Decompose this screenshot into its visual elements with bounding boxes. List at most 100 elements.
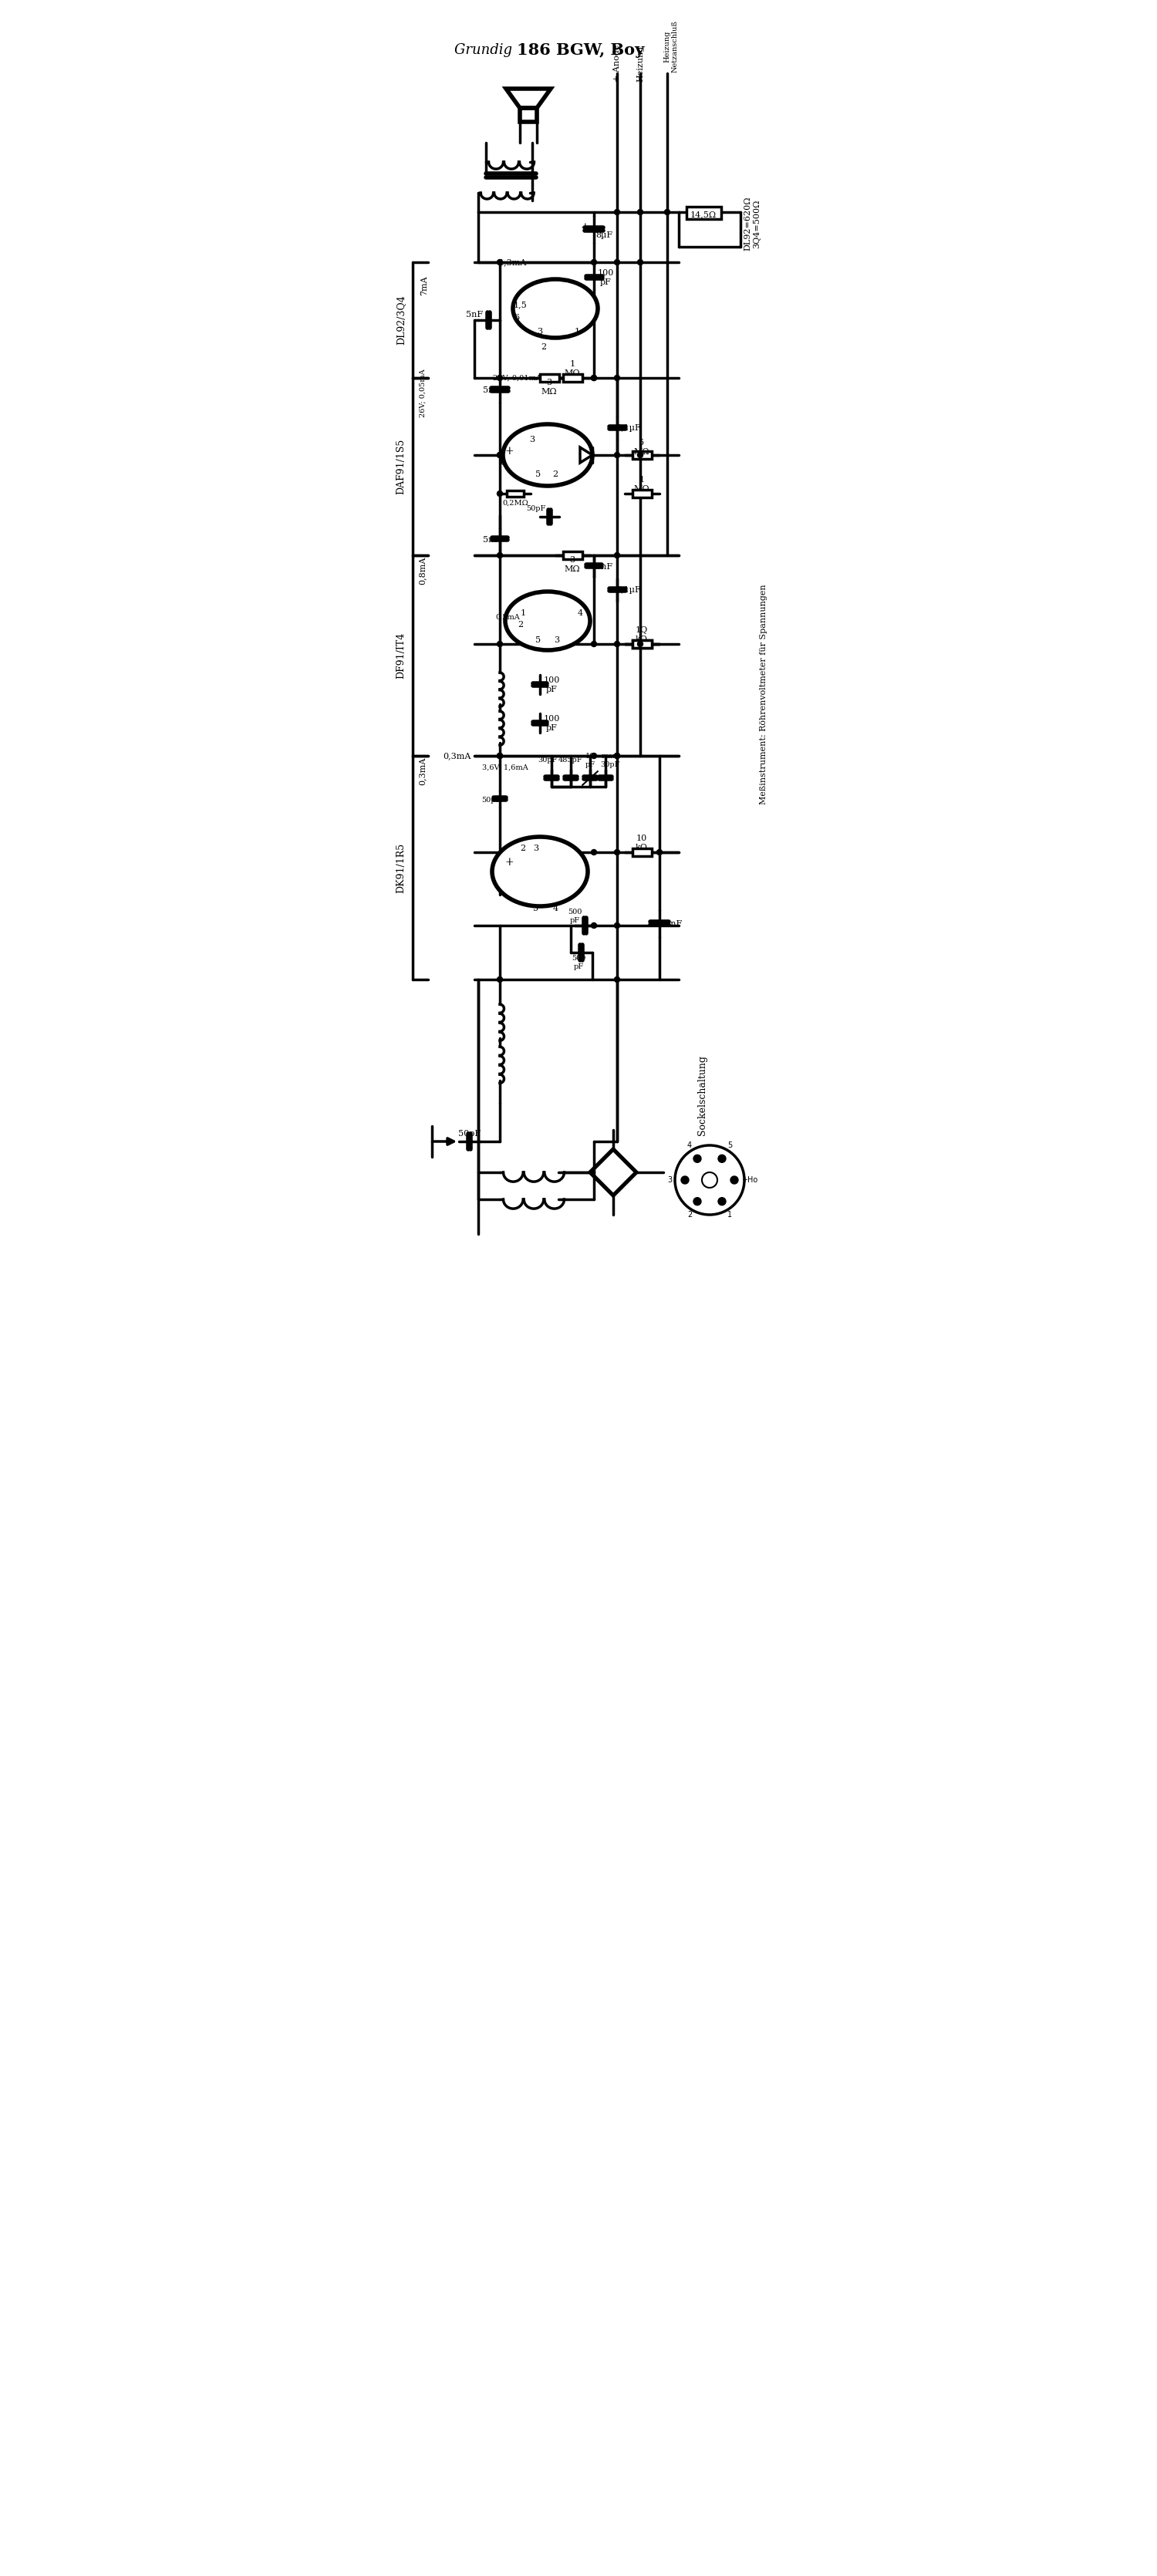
Text: 5: 5 — [536, 636, 541, 644]
Text: 7mA: 7mA — [420, 276, 428, 296]
Text: DL92/3Q4: DL92/3Q4 — [396, 296, 406, 345]
Bar — [633, 641, 651, 647]
Circle shape — [693, 1154, 701, 1162]
Circle shape — [614, 554, 620, 559]
Text: 0,5mA: 0,5mA — [495, 613, 519, 621]
Bar — [519, 108, 537, 121]
Text: max.
30pF: max. 30pF — [600, 752, 620, 768]
Circle shape — [591, 922, 597, 927]
Text: 8µF: 8µF — [596, 232, 612, 240]
Circle shape — [498, 752, 502, 757]
Circle shape — [638, 453, 643, 459]
Text: 2: 2 — [687, 1211, 692, 1218]
Text: 0,8mA: 0,8mA — [418, 556, 426, 585]
Circle shape — [718, 1154, 725, 1162]
Text: 5nF: 5nF — [596, 564, 612, 572]
Text: +: + — [504, 858, 514, 868]
Circle shape — [614, 922, 620, 927]
Text: DL92=620Ω
3Q4=500Ω: DL92=620Ω 3Q4=500Ω — [744, 196, 760, 250]
Circle shape — [498, 453, 502, 459]
Text: 1: 1 — [521, 611, 525, 618]
Bar — [563, 551, 582, 559]
Text: 1,5: 1,5 — [514, 301, 528, 309]
Text: 0,3mA: 0,3mA — [418, 757, 426, 786]
Circle shape — [693, 1198, 701, 1206]
Circle shape — [614, 641, 620, 647]
Text: 186 BGW, Boy: 186 BGW, Boy — [517, 41, 644, 57]
Text: 0,3mA: 0,3mA — [443, 752, 471, 760]
Circle shape — [664, 209, 670, 214]
Text: 5nF: 5nF — [466, 312, 482, 319]
Text: Heizung: Heizung — [636, 44, 644, 82]
Text: 5
MΩ: 5 MΩ — [634, 438, 650, 456]
Circle shape — [614, 976, 620, 981]
Bar — [633, 489, 651, 497]
Text: 3
MΩ: 3 MΩ — [565, 556, 581, 572]
Circle shape — [591, 376, 597, 381]
Text: 0,1µF: 0,1µF — [616, 425, 641, 433]
Circle shape — [614, 453, 620, 459]
Circle shape — [498, 752, 502, 757]
Text: DF91/IT4: DF91/IT4 — [396, 631, 406, 680]
Text: 0,2MΩ: 0,2MΩ — [502, 500, 529, 507]
Text: 100
pF: 100 pF — [597, 270, 613, 286]
Text: 0,1µF: 0,1µF — [616, 587, 641, 595]
Text: 10
kΩ: 10 kΩ — [635, 835, 648, 850]
Circle shape — [591, 260, 597, 265]
Circle shape — [614, 209, 620, 214]
Text: 3
MΩ: 3 MΩ — [541, 379, 558, 397]
Text: 50pF: 50pF — [481, 796, 501, 804]
Text: 5nF: 5nF — [482, 386, 500, 394]
Text: 5: 5 — [533, 904, 539, 912]
Text: 1
MΩ: 1 MΩ — [634, 477, 650, 492]
Text: 4: 4 — [687, 1141, 692, 1149]
Text: 26V; 0,05mA: 26V; 0,05mA — [419, 368, 426, 417]
Circle shape — [638, 641, 643, 647]
Bar — [633, 641, 651, 647]
Text: 3: 3 — [554, 636, 560, 644]
Circle shape — [614, 376, 620, 381]
Text: 3,6V; 1,6mA: 3,6V; 1,6mA — [482, 765, 529, 770]
Text: 1: 1 — [574, 327, 580, 335]
Circle shape — [638, 209, 643, 214]
Circle shape — [498, 976, 502, 981]
Text: 6: 6 — [500, 459, 506, 466]
Circle shape — [498, 554, 502, 559]
Text: 30pF: 30pF — [538, 757, 558, 765]
Ellipse shape — [503, 425, 592, 487]
Text: Sockelschaltung: Sockelschaltung — [697, 1056, 707, 1136]
Text: 6: 6 — [514, 314, 519, 322]
Text: 5: 5 — [536, 471, 541, 479]
Text: 4: 4 — [553, 904, 558, 912]
Circle shape — [498, 376, 502, 381]
Text: 24V; 0,01mA: 24V; 0,01mA — [493, 374, 541, 381]
Circle shape — [614, 850, 620, 855]
Ellipse shape — [506, 592, 590, 649]
Ellipse shape — [492, 837, 588, 907]
Circle shape — [591, 641, 597, 647]
Text: 2: 2 — [541, 343, 546, 350]
Text: 100
pF: 100 pF — [544, 716, 560, 732]
Bar — [563, 374, 582, 381]
Text: 5: 5 — [728, 1141, 732, 1149]
Circle shape — [657, 850, 662, 855]
Text: 14,5Ω: 14,5Ω — [691, 211, 716, 219]
Circle shape — [681, 1177, 688, 1185]
Text: + Anode: + Anode — [613, 44, 621, 82]
Text: 100
pF: 100 pF — [544, 677, 560, 693]
Text: 1
MΩ: 1 MΩ — [565, 361, 581, 376]
Text: 3: 3 — [537, 327, 543, 335]
Circle shape — [591, 850, 597, 855]
Bar — [507, 489, 524, 497]
Text: Grundig: Grundig — [455, 44, 517, 57]
Text: 10
pF: 10 pF — [585, 752, 595, 768]
Circle shape — [614, 752, 620, 757]
Circle shape — [730, 1177, 738, 1185]
Text: 500
pF: 500 pF — [572, 956, 585, 971]
Text: 50nF: 50nF — [659, 920, 683, 927]
Bar — [633, 848, 651, 855]
Text: 2: 2 — [518, 621, 523, 629]
Circle shape — [498, 492, 502, 497]
Circle shape — [614, 752, 620, 757]
Text: 500
pF: 500 pF — [568, 909, 582, 925]
